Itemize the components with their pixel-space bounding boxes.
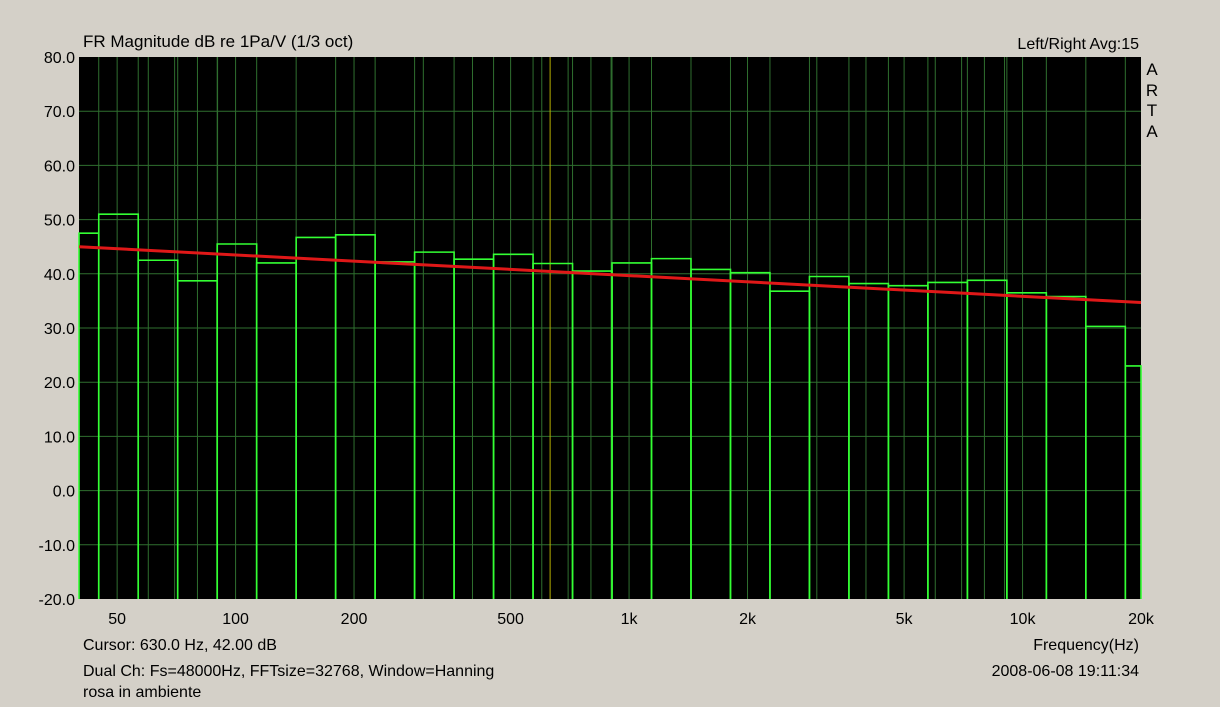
x-axis-ticks: 50 100 200 500 1k 2k 5k 10k 20k: [108, 611, 1155, 628]
y-tick-label: 20.0: [44, 375, 75, 392]
x-tick-label: 2k: [739, 611, 757, 628]
channel-averaging-info: Left/Right Avg:15: [1017, 36, 1139, 53]
y-tick-label: 50.0: [44, 213, 75, 230]
y-tick-label: 70.0: [44, 104, 75, 121]
measurement-note: rosa in ambiente: [83, 684, 202, 701]
y-tick-label: 40.0: [44, 267, 75, 284]
y-tick-label: 60.0: [44, 158, 75, 175]
measurement-settings: Dual Ch: Fs=48000Hz, FFTsize=32768, Wind…: [83, 663, 495, 680]
x-tick-label: 5k: [896, 611, 914, 628]
x-tick-label: 50: [108, 611, 126, 628]
x-tick-label: 20k: [1128, 611, 1155, 628]
brand-letter: A: [1146, 121, 1158, 141]
x-tick-label: 500: [497, 611, 524, 628]
x-axis-label: Frequency(Hz): [1033, 637, 1139, 654]
bar-series: [78, 213, 1142, 599]
y-tick-label: 0.0: [53, 484, 75, 501]
y-tick-label: 80.0: [44, 50, 75, 67]
x-tick-label: 10k: [1010, 611, 1037, 628]
y-tick-label: 30.0: [44, 321, 75, 338]
x-tick-label: 100: [222, 611, 249, 628]
y-tick-label: 10.0: [44, 429, 75, 446]
brand-letter: A: [1146, 60, 1158, 79]
brand-letter: R: [1145, 80, 1159, 100]
chart-title: FR Magnitude dB re 1Pa/V (1/3 oct): [83, 32, 354, 51]
y-tick-label: -10.0: [39, 538, 76, 555]
y-tick-label: -20.0: [39, 592, 76, 609]
timestamp: 2008-06-08 19:11:34: [991, 663, 1139, 680]
brand-letter: T: [1146, 101, 1158, 120]
x-tick-label: 1k: [621, 611, 639, 628]
brand-logo: A R T A: [1144, 60, 1160, 142]
x-tick-label: 200: [341, 611, 368, 628]
cursor-readout: Cursor: 630.0 Hz, 42.00 dB: [83, 637, 277, 654]
y-axis-ticks: 80.0 70.0 60.0 50.0 40.0 30.0 20.0 10.0 0.0 -10.0…: [39, 50, 76, 609]
trend-line: [78, 245, 1142, 305]
bar: [1124, 365, 1142, 599]
